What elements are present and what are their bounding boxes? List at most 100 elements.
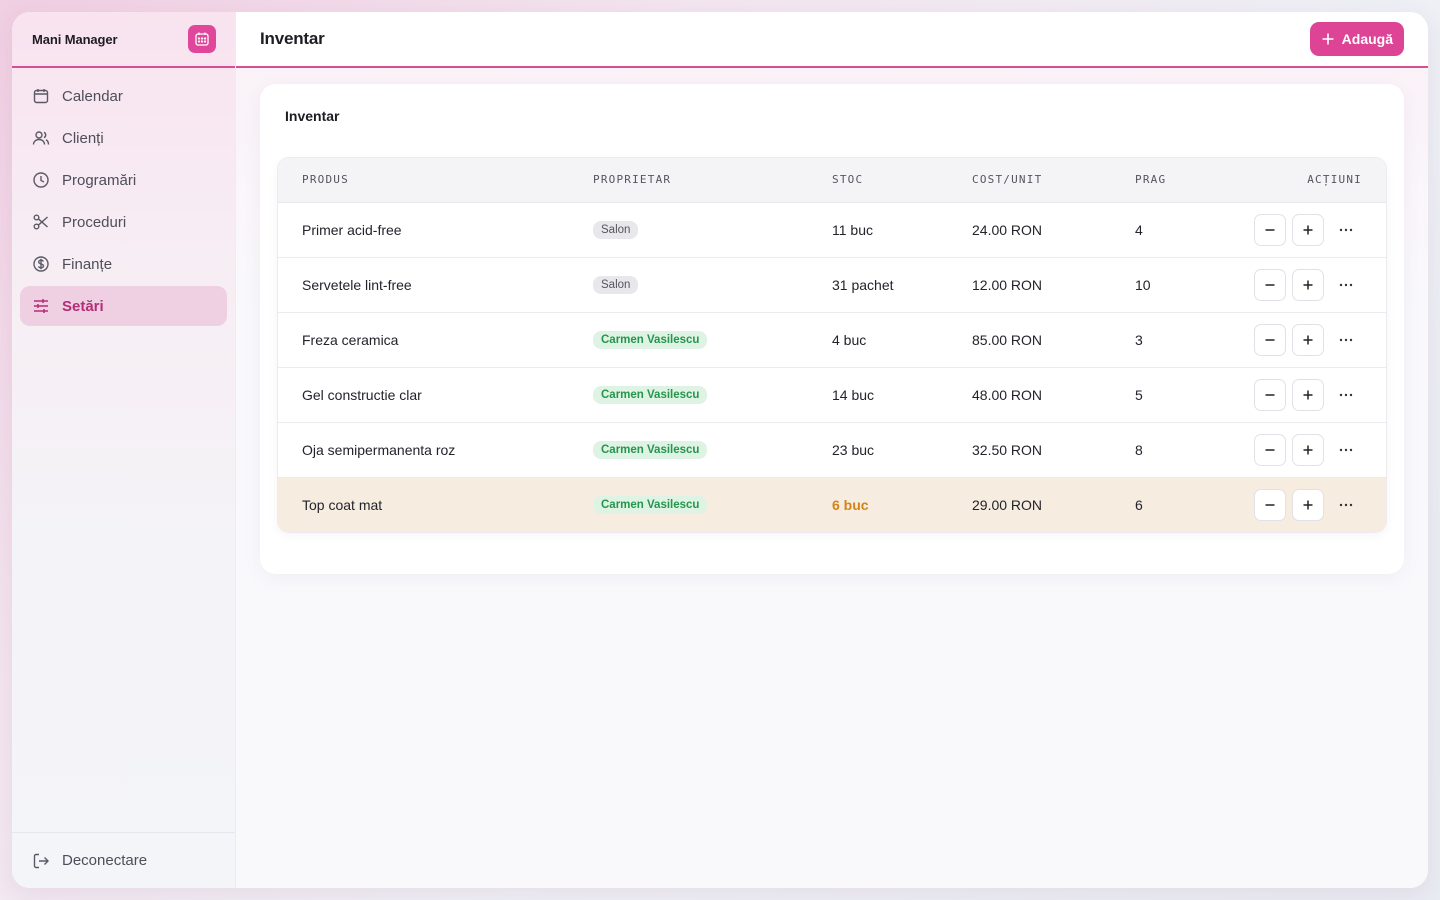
- more-horizontal-icon: [1339, 448, 1353, 451]
- sidebar-item-programari[interactable]: Programări: [20, 160, 227, 200]
- threshold-value: 10: [1135, 257, 1205, 313]
- sidebar-item-calendar[interactable]: Calendar: [20, 76, 227, 116]
- sidebar-item-label: Programări: [62, 171, 137, 189]
- threshold-value: 5: [1135, 367, 1205, 423]
- product-name: Freza ceramica: [278, 312, 593, 368]
- scissors-icon: [33, 214, 48, 230]
- minus-icon: [1265, 228, 1275, 231]
- sidebar-item-label: Setări: [62, 297, 104, 315]
- more-options-button[interactable]: [1330, 489, 1362, 521]
- sidebar-item-label: Proceduri: [62, 213, 127, 231]
- column-header-cost-unit: COST/UNIT: [972, 158, 1135, 203]
- table-row: Oja semipermanenta roz Carmen Vasilescu …: [278, 422, 1386, 478]
- sidebar-item-proceduri[interactable]: Proceduri: [20, 202, 227, 242]
- more-options-button[interactable]: [1330, 434, 1362, 466]
- inventory-table-wrapper: PRODUS PROPRIETAR STOC COST/UNIT PRAG AC…: [277, 157, 1387, 533]
- sidebar-item-finante[interactable]: Finanțe: [20, 244, 227, 284]
- sidebar-nav: Calendar Clienți Programări Proceduri Fi…: [12, 68, 235, 326]
- sidebar-item-clienti[interactable]: Clienți: [20, 118, 227, 158]
- threshold-value: 6: [1135, 477, 1205, 532]
- cost-value: 12.00 RON: [972, 257, 1135, 313]
- row-actions: [1205, 488, 1362, 521]
- stock-value: 31 pachet: [832, 257, 972, 313]
- sidebar-item-label: Clienți: [62, 129, 104, 147]
- decrease-stock-button[interactable]: [1254, 378, 1286, 411]
- cost-value: 32.50 RON: [972, 422, 1135, 478]
- product-name: Primer acid-free: [278, 202, 593, 258]
- plus-icon: [1303, 225, 1313, 234]
- cost-value: 48.00 RON: [972, 367, 1135, 423]
- sidebar-item-label: Calendar: [62, 87, 123, 105]
- owner-badge: Salon: [593, 276, 639, 294]
- increase-stock-button[interactable]: [1292, 323, 1324, 356]
- increase-stock-button[interactable]: [1292, 488, 1324, 521]
- row-actions: [1205, 378, 1362, 411]
- topbar: Inventar Adaugă: [236, 12, 1428, 68]
- sidebar-header: Mani Manager: [12, 12, 235, 68]
- row-actions: [1205, 268, 1362, 301]
- more-options-button[interactable]: [1330, 379, 1362, 411]
- threshold-value: 8: [1135, 422, 1205, 478]
- owner-badge: Carmen Vasilescu: [593, 331, 708, 349]
- decrease-stock-button[interactable]: [1254, 213, 1286, 246]
- increase-stock-button[interactable]: [1292, 378, 1324, 411]
- stock-value-low: 6 buc: [832, 477, 972, 532]
- owner-badge: Salon: [593, 221, 639, 239]
- logout-icon: [33, 853, 49, 868]
- column-header-prag: PRAG: [1135, 158, 1205, 203]
- table-row-low-stock: Top coat mat Carmen Vasilescu 6 buc 29.0…: [278, 477, 1386, 532]
- table-header-row: PRODUS PROPRIETAR STOC COST/UNIT PRAG AC…: [278, 158, 1386, 203]
- owner-badge: Carmen Vasilescu: [593, 441, 708, 459]
- product-name: Servetele lint-free: [278, 257, 593, 313]
- product-name: Top coat mat: [278, 477, 593, 532]
- plus-icon: [1303, 280, 1313, 289]
- row-actions: [1205, 323, 1362, 356]
- decrease-stock-button[interactable]: [1254, 488, 1286, 521]
- column-header-stoc: STOC: [832, 158, 972, 203]
- plus-icon: [1303, 500, 1313, 510]
- brand-name: Mani Manager: [32, 31, 118, 47]
- more-options-button[interactable]: [1330, 269, 1362, 301]
- stock-value: 4 buc: [832, 312, 972, 368]
- increase-stock-button[interactable]: [1292, 433, 1324, 466]
- add-button[interactable]: Adaugă: [1309, 22, 1404, 56]
- main-area: Inventar Adaugă Inventar PRODUS PROPRIET…: [236, 12, 1428, 888]
- dollar-circle-icon: [33, 256, 49, 272]
- inventory-table: PRODUS PROPRIETAR STOC COST/UNIT PRAG AC…: [278, 158, 1386, 532]
- users-icon: [32, 131, 50, 145]
- page-title: Inventar: [260, 29, 325, 48]
- plus-icon: [1303, 390, 1313, 399]
- stock-value: 11 buc: [832, 202, 972, 258]
- more-options-button[interactable]: [1330, 214, 1362, 246]
- more-horizontal-icon: [1339, 393, 1353, 396]
- logout-button[interactable]: Deconectare: [12, 832, 235, 888]
- increase-stock-button[interactable]: [1292, 268, 1324, 301]
- decrease-stock-button[interactable]: [1254, 323, 1286, 356]
- plus-icon: [1303, 335, 1313, 344]
- increase-stock-button[interactable]: [1292, 213, 1324, 246]
- column-header-proprietar: PROPRIETAR: [593, 158, 832, 203]
- table-row: Servetele lint-free Salon 31 pachet 12.0…: [278, 257, 1386, 313]
- more-options-button[interactable]: [1330, 324, 1362, 356]
- column-header-actiuni: ACȚIUNI: [1205, 158, 1386, 203]
- plus-icon: [1322, 33, 1334, 45]
- product-name: Oja semipermanenta roz: [278, 422, 593, 478]
- calendar-icon: [33, 89, 49, 104]
- content: Inventar PRODUS PROPRIETAR STOC COST/UNI…: [236, 68, 1428, 590]
- minus-icon: [1265, 448, 1275, 451]
- cost-value: 29.00 RON: [972, 477, 1135, 532]
- more-horizontal-icon: [1339, 338, 1353, 341]
- app-window: Mani Manager Calendar Clienți Programă: [12, 12, 1428, 888]
- minus-icon: [1265, 338, 1275, 341]
- threshold-value: 4: [1135, 202, 1205, 258]
- sidebar-item-setari[interactable]: Setări: [20, 286, 227, 326]
- stock-value: 23 buc: [832, 422, 972, 478]
- add-button-label: Adaugă: [1341, 31, 1393, 47]
- minus-icon: [1265, 283, 1275, 286]
- decrease-stock-button[interactable]: [1254, 268, 1286, 301]
- calendar-shortcut-button[interactable]: [188, 25, 216, 53]
- decrease-stock-button[interactable]: [1254, 433, 1286, 466]
- logout-label: Deconectare: [62, 852, 148, 869]
- column-header-produs: PRODUS: [278, 158, 593, 203]
- sidebar: Mani Manager Calendar Clienți Programă: [12, 12, 236, 888]
